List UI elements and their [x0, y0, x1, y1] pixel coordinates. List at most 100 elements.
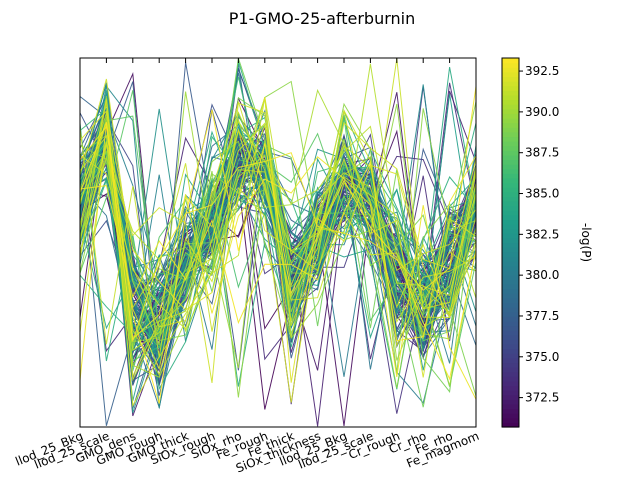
x-axis-ticks: [79, 58, 477, 63]
colorbar-segment: [502, 141, 519, 147]
colorbar-segment: [502, 104, 519, 110]
colorbar-segment: [502, 191, 519, 197]
colorbar-segment: [502, 302, 519, 308]
colorbar-tick-label: 392.5: [525, 64, 559, 78]
colorbar-tick-label: 372.5: [525, 391, 559, 405]
colorbar-segment: [502, 219, 519, 225]
colorbar-segment: [502, 159, 519, 165]
colorbar-segment: [502, 279, 519, 285]
colorbar-tick-label: 390.0: [525, 105, 559, 119]
colorbar-segment: [502, 362, 519, 368]
colorbar-segment: [502, 85, 519, 91]
colorbar-segment: [502, 187, 519, 193]
colorbar-segment: [502, 71, 519, 78]
colorbar-segment: [502, 320, 519, 327]
colorbar: 372.5 375.0 377.5 380.0 382.5 385.0 387.5 390.0…: [501, 57, 559, 428]
colorbar-segment: [502, 76, 519, 82]
series-lines: [79, 58, 477, 427]
chart-title: P1-GMO-25-afterburnin: [229, 9, 416, 28]
colorbar-tick-label: 382.5: [525, 227, 559, 241]
colorbar-segment: [502, 334, 519, 340]
colorbar-segment: [502, 422, 519, 428]
colorbar-label: -log(P): [579, 223, 593, 262]
series-line: [79, 155, 477, 342]
colorbar-tick-label: 387.5: [525, 146, 559, 160]
series-line: [79, 80, 477, 374]
colorbar-segment: [502, 210, 519, 216]
series-line: [79, 142, 477, 403]
colorbar-segment: [502, 122, 519, 128]
colorbar-segment: [502, 168, 519, 174]
colorbar-segment: [502, 274, 519, 280]
colorbar-segment: [502, 154, 519, 161]
series-line: [79, 109, 477, 404]
colorbar-segment: [502, 127, 519, 133]
colorbar-segment: [502, 214, 519, 221]
colorbar-segment: [502, 265, 519, 271]
colorbar-segment: [502, 200, 519, 207]
colorbar-segment: [502, 353, 519, 359]
colorbar-tick-label: 380.0: [525, 268, 559, 282]
colorbar-segment: [502, 196, 519, 202]
colorbar-segment: [502, 357, 519, 364]
colorbar-segment: [502, 413, 519, 419]
colorbar-segment: [502, 371, 519, 377]
colorbar-segment: [502, 284, 519, 290]
colorbar-segment: [502, 177, 519, 184]
colorbar-segment: [502, 367, 519, 373]
colorbar-segment: [502, 256, 519, 262]
colorbar-segment: [502, 173, 519, 179]
colorbar-segment: [502, 99, 519, 105]
colorbar-segment: [502, 343, 519, 350]
colorbar-segment: [502, 145, 519, 151]
series-line: [79, 115, 477, 391]
colorbar-segment: [502, 417, 519, 423]
colorbar-segment: [502, 399, 519, 405]
series-line: [79, 98, 477, 377]
colorbar-segment: [502, 307, 519, 313]
colorbar-segment: [502, 339, 519, 345]
colorbar-segment: [502, 108, 519, 114]
x-axis-labels: llod_25_Bkgllod_25_scaleGMO_densGMO_roug…: [13, 429, 481, 476]
colorbar-segment: [502, 394, 519, 400]
colorbar-segment: [502, 233, 519, 239]
colorbar-segment: [502, 237, 519, 244]
colorbar-segment: [502, 288, 519, 294]
colorbar-segment: [502, 385, 519, 391]
colorbar-segment: [502, 62, 519, 68]
colorbar-segment: [502, 242, 519, 248]
colorbar-segment: [502, 390, 519, 396]
colorbar-segment: [502, 408, 519, 414]
series-line: [79, 86, 477, 342]
colorbar-segment: [502, 311, 519, 317]
colorbar-segment: [502, 224, 519, 230]
colorbar-segment: [502, 260, 519, 267]
colorbar-segment: [502, 380, 519, 387]
colorbar-segment: [502, 58, 519, 64]
series-line: [79, 58, 477, 332]
plot-frame: [79, 57, 477, 428]
colorbar-segment: [502, 182, 519, 188]
colorbar-segment: [502, 205, 519, 211]
colorbar-segment: [502, 150, 519, 156]
colorbar-segment: [502, 293, 519, 299]
colorbar-segment: [502, 67, 519, 73]
colorbar-segment: [502, 94, 519, 101]
colorbar-segment: [502, 247, 519, 253]
colorbar-segment: [502, 113, 519, 119]
colorbar-segment: [502, 297, 519, 304]
colorbar-segment: [502, 270, 519, 276]
colorbar-segment: [502, 117, 519, 124]
series-line: [79, 96, 477, 383]
colorbar-segment: [502, 251, 519, 257]
colorbar-segment: [502, 376, 519, 382]
colorbar-segment: [502, 348, 519, 354]
series-line: [79, 120, 477, 352]
colorbar-segment: [502, 330, 519, 336]
colorbar-tick-label: 375.0: [525, 350, 559, 364]
colorbar-tick-label: 385.0: [525, 187, 559, 201]
colorbar-segment: [502, 325, 519, 331]
colorbar-segment: [502, 316, 519, 322]
colorbar-segment: [502, 228, 519, 234]
